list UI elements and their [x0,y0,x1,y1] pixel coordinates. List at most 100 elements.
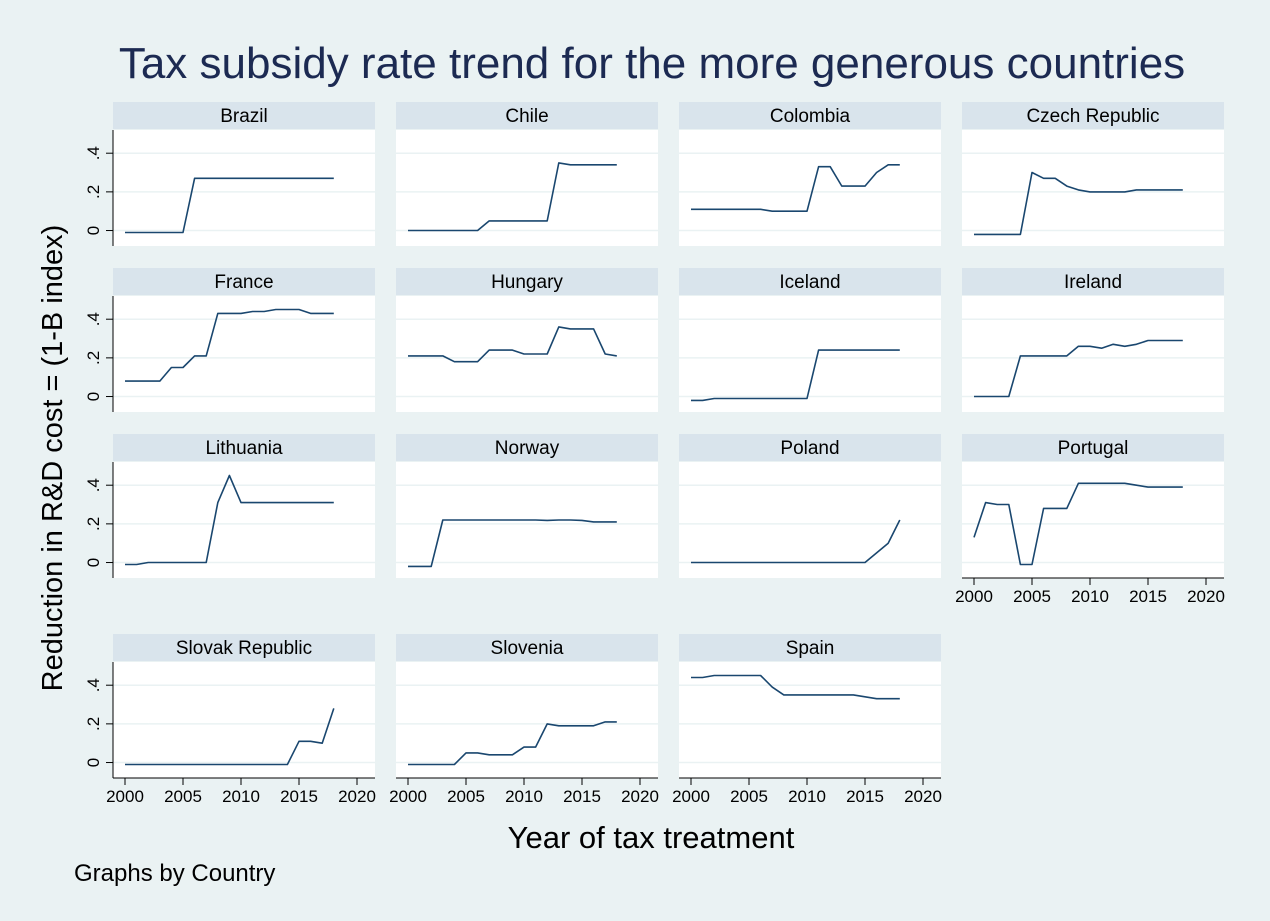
series-line-norway [408,519,617,568]
panel-title-slovak-republic: Slovak Republic [176,638,312,659]
panel-title-lithuania: Lithuania [205,438,283,459]
plot-area-chile [396,130,658,246]
plot-area-slovenia [396,662,658,778]
panel-header-czech-republic [962,102,1224,129]
plot-area-ireland [962,296,1224,412]
panel-poland: Poland [679,434,941,578]
plot-area-portugal [962,462,1224,578]
y-tick-label-brazil-2: .4 [84,146,103,160]
panel-title-france: France [214,272,273,293]
x-tick-label-slovenia-0: 2000 [389,787,427,806]
panel-header-lithuania [113,434,375,461]
x-axis-label: Year of tax treatment [508,820,795,855]
plot-area-iceland [679,296,941,412]
series-line-lithuania [125,474,334,566]
panel-title-slovenia: Slovenia [491,638,564,659]
x-tick-label-portugal-0: 2000 [955,587,993,606]
x-tick-label-slovak-republic-0: 2000 [106,787,144,806]
panel-czech-republic: Czech Republic [962,102,1224,246]
x-tick-label-spain-3: 2015 [846,787,884,806]
series-line-colombia [691,164,900,212]
panel-iceland: Iceland [679,268,941,412]
x-tick-label-portugal-1: 2005 [1013,587,1051,606]
series-line-ireland [974,339,1183,398]
x-tick-label-spain-1: 2005 [730,787,768,806]
plot-area-czech-republic [962,130,1224,246]
x-tick-label-portugal-4: 2020 [1187,587,1225,606]
x-tick-label-slovak-republic-4: 2020 [338,787,376,806]
panel-header-brazil [113,102,375,129]
y-axis-label: Reduction in R&D cost = (1-B index) [37,225,69,692]
panel-title-hungary: Hungary [491,272,563,293]
x-tick-label-portugal-2: 2010 [1071,587,1109,606]
panel-title-chile: Chile [505,106,548,127]
series-line-portugal [973,482,1183,566]
panel-header-france [113,268,375,295]
y-tick-label-slovak-republic-1: .2 [84,717,103,731]
y-tick-label-slovak-republic-2: .4 [84,678,103,692]
x-tick-label-slovak-republic-2: 2010 [222,787,260,806]
panel-header-slovenia [396,634,658,661]
plot-area-brazil [113,130,375,246]
plot-area-colombia [679,130,941,246]
plot-area-poland [679,462,941,578]
panel-hungary: Hungary [396,268,658,412]
series-line-spain [691,674,900,700]
panel-portugal: Portugal 2000 2005 2010 2015 2020 [955,434,1225,606]
panel-title-iceland: Iceland [779,272,840,293]
series-line-iceland [691,349,900,402]
graphs-by-note: Graphs by Country [74,860,275,887]
x-tick-label-spain-2: 2010 [788,787,826,806]
panel-lithuania: Lithuania 0 .2 .4 [84,434,375,578]
panel-header-norway [396,434,658,461]
panel-header-ireland [962,268,1224,295]
panel-brazil: Brazil 0 .2 .4 [84,102,375,246]
panel-ireland: Ireland [962,268,1224,412]
series-line-france [125,308,334,382]
panel-title-colombia: Colombia [770,106,851,127]
y-tick-label-france-0: 0 [84,392,103,401]
y-tick-label-lithuania-2: .4 [84,478,103,492]
panel-norway: Norway [396,434,658,578]
panel-title-portugal: Portugal [1058,438,1129,459]
panel-title-spain: Spain [786,638,835,659]
panels-group: Brazil 0 .2 .4 Chile Colombia Czech Republic Fr… [84,102,1225,806]
panel-title-norway: Norway [495,438,560,459]
series-line-slovenia [408,721,617,766]
plot-area-spain [679,662,941,778]
y-tick-label-brazil-0: 0 [84,226,103,235]
y-tick-label-france-1: .2 [84,351,103,365]
y-tick-label-lithuania-1: .2 [84,517,103,531]
x-tick-label-slovenia-3: 2015 [563,787,601,806]
panel-header-hungary [396,268,658,295]
panel-title-ireland: Ireland [1064,272,1122,293]
x-tick-label-portugal-3: 2015 [1129,587,1167,606]
series-line-chile [408,162,617,232]
x-tick-label-slovenia-4: 2020 [621,787,659,806]
panel-title-poland: Poland [780,438,839,459]
y-tick-label-slovak-republic-0: 0 [84,758,103,767]
x-tick-label-slovak-republic-3: 2015 [280,787,318,806]
plot-area-lithuania [113,462,375,578]
plot-area-france [113,296,375,412]
panel-spain: Spain 2000 2005 2010 2015 2020 [672,634,942,806]
x-tick-label-slovenia-1: 2005 [447,787,485,806]
series-line-czech-republic [974,171,1183,236]
panel-chile: Chile [396,102,658,246]
series-line-poland [691,519,901,564]
panel-header-slovak-republic [113,634,375,661]
panel-title-czech-republic: Czech Republic [1026,106,1159,127]
y-tick-label-france-2: .4 [84,312,103,326]
panel-colombia: Colombia [679,102,941,246]
x-tick-label-spain-0: 2000 [672,787,710,806]
series-line-hungary [408,326,617,363]
panel-header-chile [396,102,658,129]
x-tick-label-spain-4: 2020 [904,787,942,806]
panel-header-poland [679,434,941,461]
panel-header-colombia [679,102,941,129]
panel-slovak-republic: Slovak Republic 0 .2 .4 2000 2005 2010 2015 2020 [84,634,376,806]
panel-france: France 0 .2 .4 [84,268,375,412]
panel-header-portugal [962,434,1224,461]
series-line-brazil [125,177,334,234]
